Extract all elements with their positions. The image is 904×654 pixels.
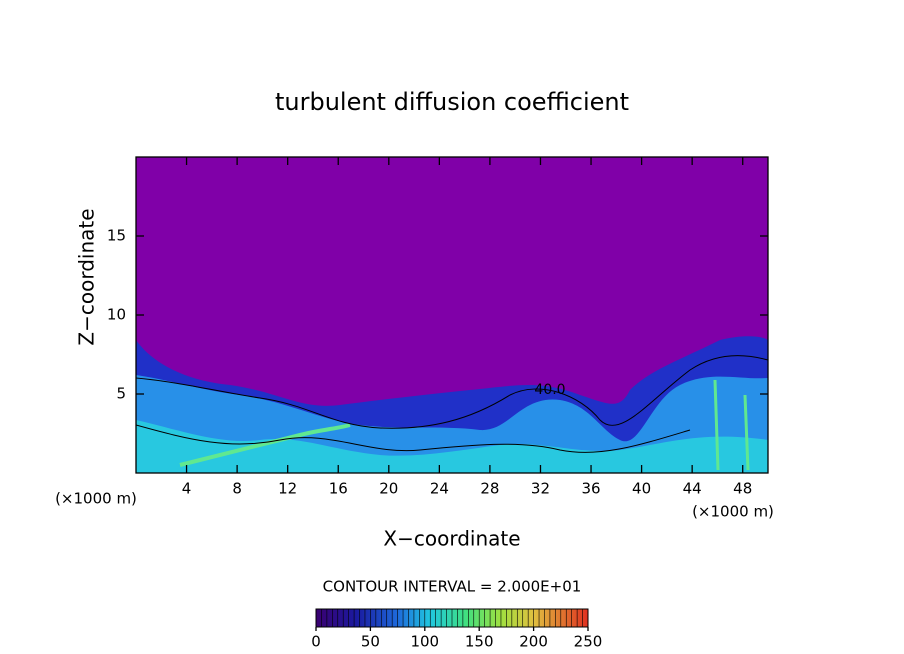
field (136, 157, 768, 473)
x-tick-label: 20 (379, 480, 398, 498)
contour-line (136, 424, 691, 453)
x-tick-label: 28 (480, 480, 499, 498)
x-tick-label: 24 (430, 480, 449, 498)
contour-interval: CONTOUR INTERVAL = 2.000E+01 (323, 578, 582, 596)
x-tick-label: 36 (581, 480, 600, 498)
y-tick-label: 10 (107, 306, 126, 324)
y-tick-label: 5 (116, 385, 126, 403)
y-tick-label: 15 (107, 227, 126, 245)
colorbar-tick-label: 0 (311, 633, 321, 651)
x-tick-label: 44 (683, 480, 702, 498)
colorbar-tick-label: 100 (410, 633, 439, 651)
x-tick-label: 32 (531, 480, 550, 498)
contour-line (136, 355, 768, 429)
contour-label: 40.0 (534, 382, 565, 398)
y-axis-label: Z−coordinate (75, 208, 99, 345)
chart-title: turbulent diffusion coefficient (275, 88, 629, 116)
colorbar-tick-label: 150 (465, 633, 494, 651)
y-unit: (×1000 m) (55, 490, 137, 508)
field-streak (179, 423, 351, 467)
colorbar-tick-label: 50 (361, 633, 380, 651)
x-tick-label: 48 (733, 480, 752, 498)
field-streak (713, 379, 750, 471)
colorbar-tick-label: 250 (574, 633, 603, 651)
colorbar-tick-label: 200 (519, 633, 548, 651)
x-tick-label: 12 (278, 480, 297, 498)
x-tick-label: 4 (182, 480, 192, 498)
x-unit: (×1000 m) (692, 503, 774, 521)
field-layer (136, 420, 768, 473)
x-axis-label: X−coordinate (383, 527, 520, 551)
x-tick-label: 16 (329, 480, 348, 498)
x-tick-label: 8 (232, 480, 242, 498)
x-tick-label: 40 (632, 480, 651, 498)
